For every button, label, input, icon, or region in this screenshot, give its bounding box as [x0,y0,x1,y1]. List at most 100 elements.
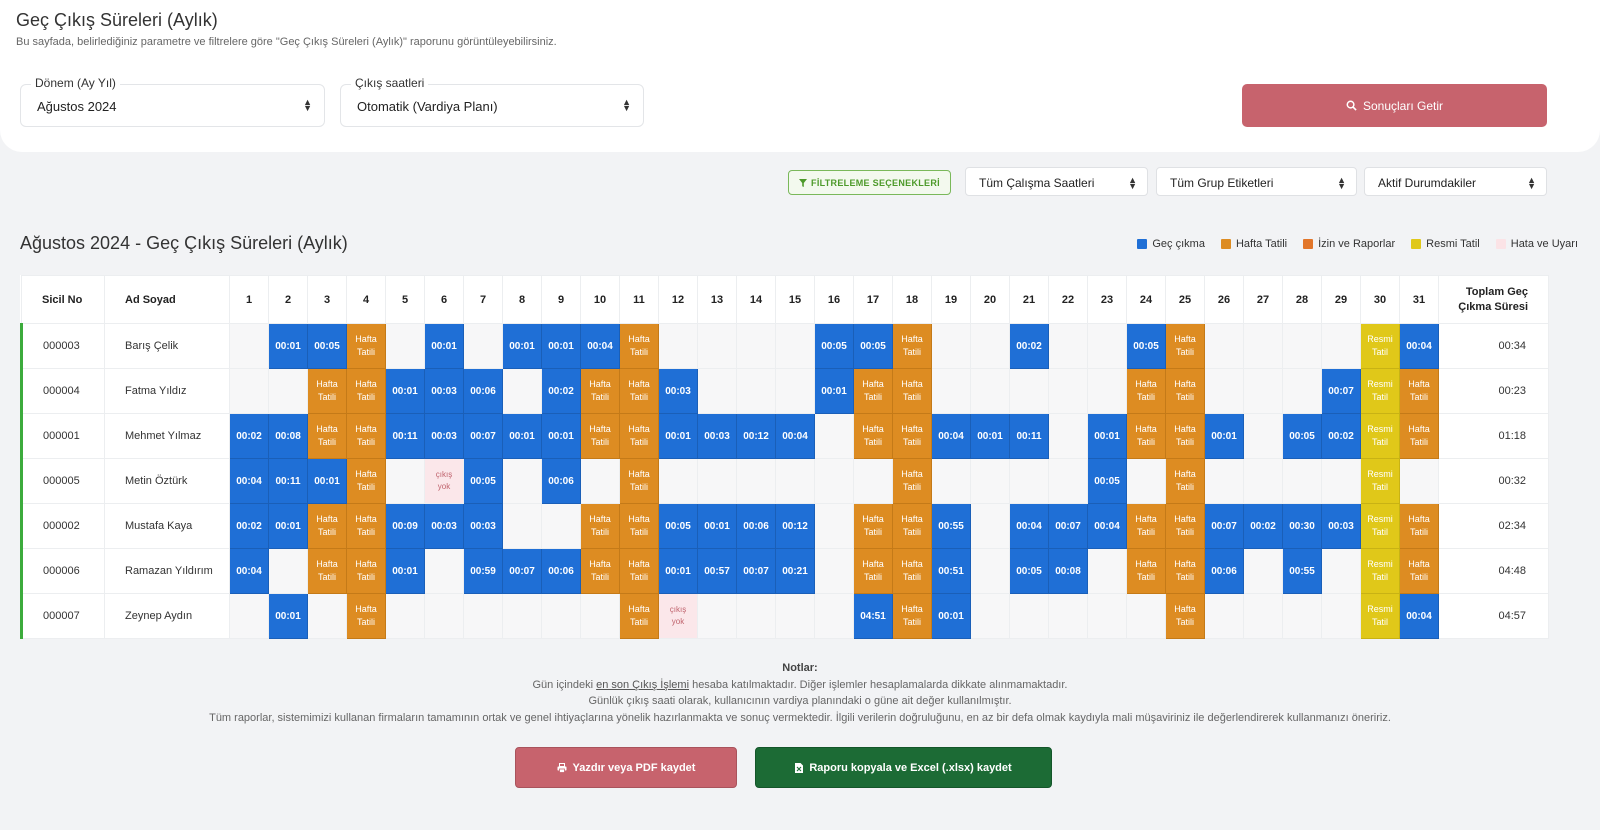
cell-weekend: Hafta Tatili [892,503,932,549]
cell-name: Fatma Yıldız [104,368,230,414]
select-caret-icon: ▲ ▼ [1128,175,1137,191]
col-header-day: 22 [1048,275,1088,324]
cell-late-exit: 00:01 [541,413,581,459]
work-hours-select[interactable]: Tüm Çalışma Saatleri ▲ ▼ [965,167,1148,196]
period-value: Ağustos 2024 [37,99,117,114]
legend-label: Hafta Tatili [1235,238,1288,250]
legend-swatch [1495,239,1506,249]
cell-empty [736,593,776,639]
legend-label: İzin ve Raporlar [1318,238,1396,250]
cell-late-exit: 00:01 [814,368,854,414]
cell-empty [580,458,620,504]
cell-sicil-no: 000002 [20,503,105,549]
cell-weekend: Hafta Tatili [1126,548,1166,594]
status-select[interactable]: Aktif Durumdakiler ▲ ▼ [1364,167,1547,196]
cell-empty [268,548,308,594]
legend-swatch [1411,239,1422,249]
report-table-wrap: Sicil No Ad Soyad 1 2 3 4 5 6 7 8 9 10 11 12 13 14 15 1… [20,275,1549,639]
cell-weekend: Hafta Tatili [1165,323,1205,369]
cell-error: çıkış yok [658,593,698,639]
excel-export-button[interactable]: Raporu kopyala ve Excel (.xlsx) kaydet [755,747,1052,788]
cell-late-exit: 00:03 [424,503,464,549]
get-results-button[interactable]: Sonuçları Getir [1242,84,1547,127]
col-header-day: 26 [1204,275,1244,324]
cell-weekend: Hafta Tatili [1165,548,1205,594]
cell-weekend: Hafta Tatili [619,368,659,414]
cell-weekend: Hafta Tatili [1126,503,1166,549]
cell-empty [1087,323,1127,369]
cell-late-exit: 00:05 [814,323,854,369]
cell-late-exit: 00:05 [1126,323,1166,369]
cell-late-exit: 00:06 [1204,548,1244,594]
print-pdf-button[interactable]: Yazdır veya PDF kaydet [515,747,737,788]
cell-empty [1399,458,1439,504]
cell-weekend: Hafta Tatili [619,548,659,594]
cell-empty [814,503,854,549]
cell-empty [658,458,698,504]
cell-empty [580,593,620,639]
cell-empty [697,368,737,414]
cell-name: Zeynep Aydın [104,593,230,639]
cell-empty [1048,593,1088,639]
cell-late-exit: 00:01 [658,413,698,459]
cell-sicil-no: 000007 [20,593,105,639]
cell-weekend: Hafta Tatili [1399,503,1439,549]
cell-late-exit: 00:04 [1399,593,1439,639]
cell-weekend: Hafta Tatili [307,548,347,594]
col-header-day: 11 [619,275,659,324]
cell-late-exit: 00:01 [268,593,308,639]
cell-late-exit: 00:03 [424,413,464,459]
cell-name: Barış Çelik [104,323,230,369]
cell-sicil-no: 000004 [20,368,105,414]
cell-empty [424,548,464,594]
cell-empty [931,323,971,369]
cell-late-exit: 00:08 [268,413,308,459]
cell-empty [775,458,815,504]
print-pdf-label: Yazdır veya PDF kaydet [572,761,696,774]
table-row: 000003 Barış Çelik 00:01 00:05 Hafta Tatili 00… [20,323,1549,369]
cell-empty [814,548,854,594]
cell-public-holiday: Resmi Tatil [1360,458,1400,504]
cell-public-holiday: Resmi Tatil [1360,413,1400,459]
cell-weekend: Hafta Tatili [580,368,620,414]
col-header-id: Sicil No [21,275,105,324]
filter-options-button[interactable]: FİLTRELEME SEÇENEKLERİ [788,170,951,195]
cell-late-exit: 00:57 [697,548,737,594]
cell-late-exit: 00:04 [580,323,620,369]
col-header-name: Ad Soyad [104,275,230,324]
cell-empty [541,593,581,639]
cell-name: Mehmet Yılmaz [104,413,230,459]
notes-text: hesaba katılmaktadır. Diğer işlemler hes… [689,678,1068,691]
exit-hours-select[interactable]: Çıkış saatleri Otomatik (Vardiya Planı) … [340,76,644,127]
col-header-total: Toplam Geç Çıkma Süresi [1438,275,1549,324]
cell-weekend: Hafta Tatili [1399,413,1439,459]
group-tags-value: Tüm Grup Etiketleri [1170,176,1274,190]
cell-empty [970,548,1010,594]
cell-late-exit: 00:02 [1243,503,1283,549]
cell-empty [1126,458,1166,504]
period-select[interactable]: Dönem (Ay Yıl) Ağustos 2024 ▲ ▼ [20,76,325,127]
cell-empty [1282,368,1322,414]
col-header-day: 14 [736,275,776,324]
group-tags-select[interactable]: Tüm Grup Etiketleri ▲ ▼ [1156,167,1357,196]
cell-public-holiday: Resmi Tatil [1360,548,1400,594]
cell-total: 04:57 [1438,593,1549,639]
cell-late-exit: 00:03 [463,503,503,549]
notes-link[interactable]: en son Çıkış İşlemi [596,678,690,691]
col-header-day: 12 [658,275,698,324]
cell-empty [814,413,854,459]
col-header-day: 17 [853,275,893,324]
cell-empty [229,323,269,369]
cell-total: 02:34 [1438,503,1549,549]
col-header-day: 19 [931,275,971,324]
cell-late-exit: 00:04 [1009,503,1049,549]
cell-late-exit: 00:55 [1282,548,1322,594]
notes-line-3: Tüm raporlar, sistemimizi kullanan firma… [209,711,1391,724]
col-header-day: 25 [1165,275,1205,324]
cell-late-exit: 00:01 [658,548,698,594]
cell-late-exit: 00:51 [931,548,971,594]
col-header-day: 9 [541,275,581,324]
report-table: Sicil No Ad Soyad 1 2 3 4 5 6 7 8 9 10 11 12 13 14 15 1… [20,275,1549,639]
header-card: Geç Çıkış Süreleri (Aylık) Bu sayfada, b… [0,0,1600,152]
cell-empty [697,593,737,639]
